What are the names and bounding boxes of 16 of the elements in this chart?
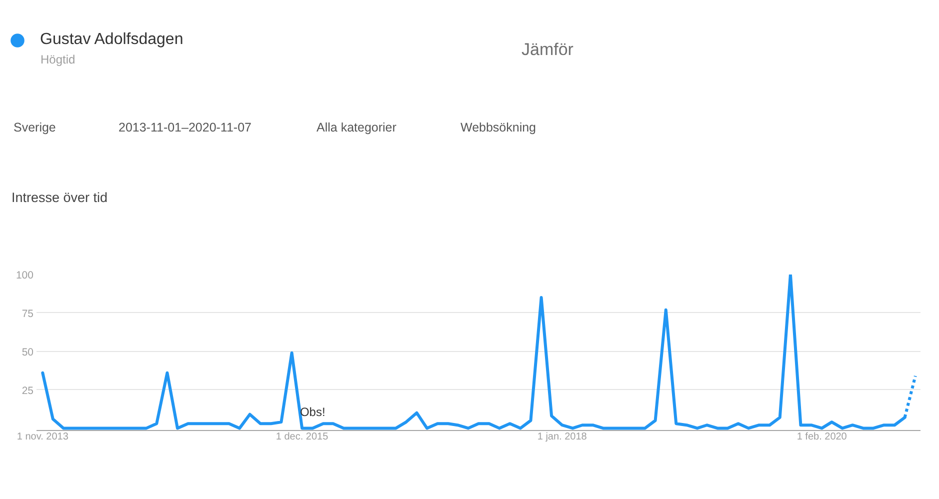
x-tick-label: 1 feb. 2020 xyxy=(796,432,848,442)
x-tick-label: 1 jan. 2018 xyxy=(537,432,588,442)
text: Högtid xyxy=(40,52,76,66)
text: Sverige xyxy=(14,120,56,134)
y-tick-label: 50 xyxy=(22,346,34,358)
x-tick-label: 1 dec. 2015 xyxy=(276,432,329,442)
text: Jämför xyxy=(522,40,574,59)
y-tick-label: 25 xyxy=(22,384,34,397)
y-tick-label: 75 xyxy=(22,308,34,320)
text: Webbsökning xyxy=(460,120,536,134)
text: 2013-11-01–2020-11-07 xyxy=(118,120,252,134)
text: Alla kategorier xyxy=(316,120,396,134)
legend-label: Gustav Adolfsdagen xyxy=(40,31,184,48)
y-tick-label: 100 xyxy=(16,270,34,282)
x-tick-label: 1 nov. 2013 xyxy=(16,432,69,442)
chart-title: Intresse över tid xyxy=(12,190,108,205)
